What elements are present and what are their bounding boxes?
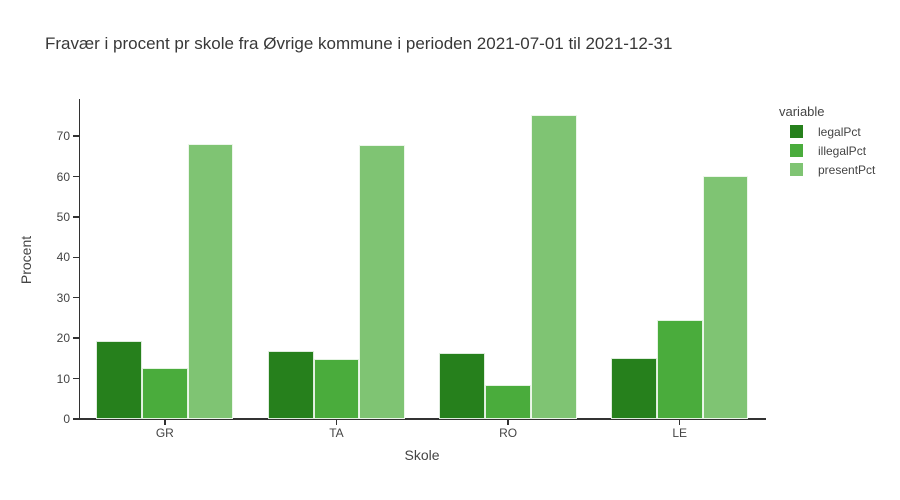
x-tick-mark (507, 419, 509, 425)
legend-item-presentpct[interactable]: presentPct (779, 160, 875, 179)
y-tick-label: 70 (56, 129, 70, 144)
y-tick-label: 0 (63, 412, 70, 426)
x-tick-label-ta: TA (329, 426, 344, 440)
y-tick-label: 50 (56, 209, 70, 224)
bar-legalPct-LE[interactable] (611, 358, 657, 419)
x-axis-line (78, 418, 766, 420)
y-axis-line (78, 99, 80, 419)
bar-illegalPct-GR[interactable] (141, 368, 188, 419)
y-tick-label: 30 (56, 290, 70, 305)
y-tick-mark (73, 377, 79, 380)
bar-legalPct-GR[interactable] (96, 341, 142, 419)
legend-item-legalpct[interactable]: legalPct (779, 122, 875, 141)
bar-presentPct-TA[interactable] (359, 145, 406, 419)
y-tick-label: 20 (56, 331, 70, 346)
bar-illegalPct-TA[interactable] (313, 358, 360, 419)
y-tick-label: 40 (56, 250, 70, 265)
bar-presentPct-RO[interactable] (530, 115, 577, 419)
y-tick-mark (73, 418, 79, 420)
legend-title: variable (779, 104, 825, 119)
legend-item-label: illegalPct (818, 143, 867, 158)
legend-item-label: legalPct (818, 124, 861, 139)
legend-swatch-illegalpct-icon (790, 144, 803, 157)
chart-title: Fravær i procent pr skole fra Øvrige kom… (45, 34, 673, 53)
bar-illegalPct-RO[interactable] (485, 385, 531, 419)
y-tick-mark (73, 337, 79, 339)
x-axis-title: Skole (404, 447, 440, 463)
y-tick-label: 60 (56, 169, 70, 184)
y-tick-mark (73, 135, 79, 137)
legend-swatch-legalpct-icon (790, 125, 803, 138)
y-tick-label: 10 (56, 371, 70, 386)
y-tick-mark (73, 256, 79, 259)
y-tick-mark (73, 175, 79, 178)
bar-legalPct-TA[interactable] (267, 351, 314, 419)
legend-item-label: presentPct (818, 162, 876, 177)
x-tick-label-le: LE (672, 426, 688, 440)
bar-presentPct-GR[interactable] (187, 144, 234, 419)
y-tick-mark (73, 216, 79, 218)
bar-legalPct-RO[interactable] (439, 353, 486, 419)
bar-illegalPct-LE[interactable] (656, 320, 703, 419)
y-tick-mark (73, 297, 79, 299)
x-tick-label-gr: GR (155, 426, 174, 440)
x-tick-mark (335, 419, 338, 425)
legend-item-illegalpct[interactable]: illegalPct (779, 141, 875, 160)
legend: variable legalPct illegalPct presentPct (779, 102, 875, 179)
x-tick-mark (678, 419, 681, 425)
x-tick-label-ro: RO (499, 426, 518, 440)
x-tick-mark (164, 419, 166, 425)
bar-presentPct-LE[interactable] (702, 175, 749, 419)
legend-swatch-presentpct-icon (790, 163, 803, 176)
